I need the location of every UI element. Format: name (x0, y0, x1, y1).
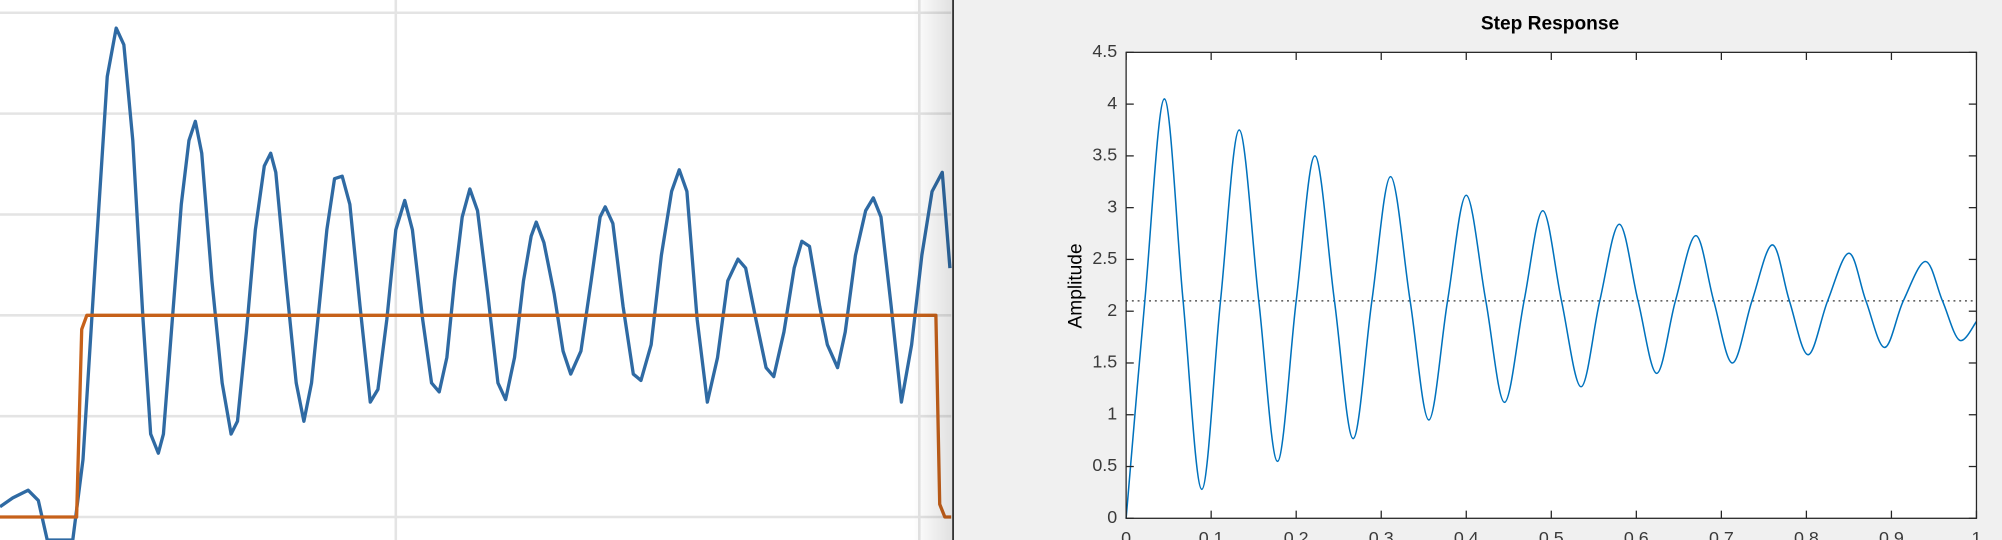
x-tick-label: 0 (1121, 528, 1131, 540)
x-tick-label: 0.8 (1794, 528, 1819, 540)
y-tick-label: 3 (1107, 196, 1117, 216)
series-line (0, 26, 952, 540)
y-tick-label: 4 (1107, 93, 1117, 113)
x-tick-label: 0.9 (1879, 528, 1904, 540)
series-line (1125, 98, 1978, 519)
left-panel (0, 0, 956, 540)
y-tick-label: 1.5 (1092, 352, 1117, 372)
plot-area (1126, 52, 1977, 519)
window-shadow (912, 0, 953, 540)
y-tick-label: 2.5 (1092, 248, 1117, 268)
y-tick-label: 0.5 (1092, 455, 1117, 475)
x-tick-label: 0.7 (1709, 528, 1734, 540)
y-tick-label: 4.5 (1092, 41, 1117, 61)
y-tick-label: 3.5 (1092, 145, 1117, 165)
axes-box (1125, 51, 1978, 519)
x-tick-label: 0.1 (1199, 528, 1224, 540)
x-tick-label: 1 (1971, 528, 1981, 540)
y-tick-label: 1 (1107, 403, 1117, 423)
chart-title: Step Response (1481, 13, 1619, 34)
x-tick-label: 0.5 (1539, 528, 1564, 540)
x-tick-label: 0.3 (1369, 528, 1394, 540)
x-tick-label: 0.4 (1454, 528, 1479, 540)
y-axis-label: Amplitude (1065, 243, 1086, 328)
x-tick-label: 0.6 (1624, 528, 1649, 540)
x-tick-label: 0.2 (1284, 528, 1309, 540)
y-tick-label: 2 (1107, 300, 1117, 320)
y-tick-label: 0 (1107, 507, 1117, 527)
